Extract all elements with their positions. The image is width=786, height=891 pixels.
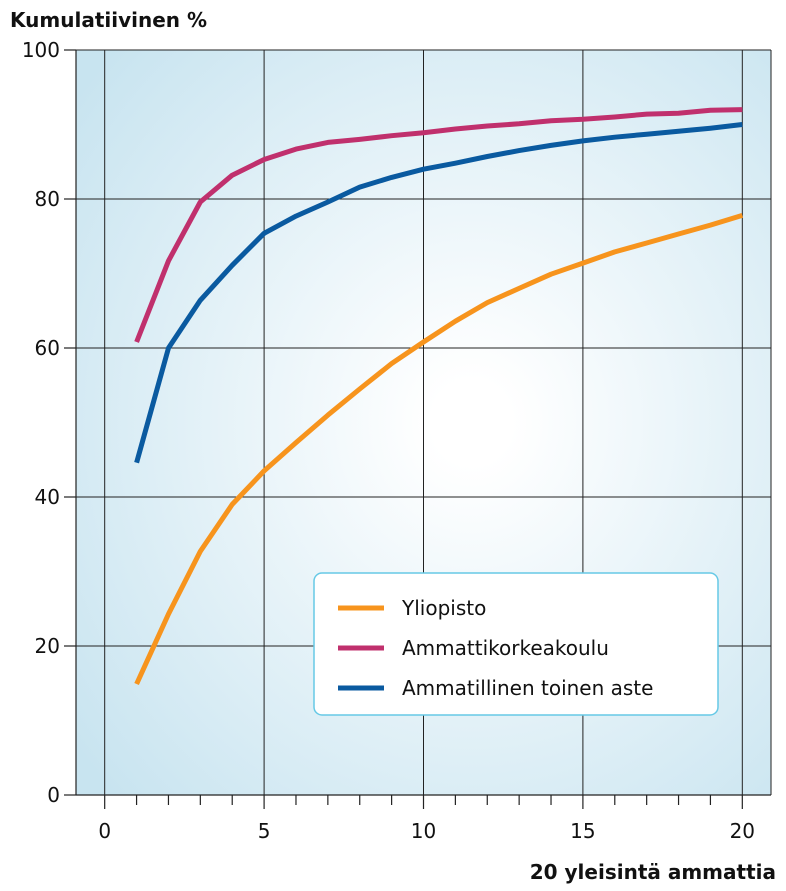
series-line-yliopisto	[134, 213, 744, 686]
y-tick-label-40: 40	[35, 485, 60, 509]
x-tick-label-10: 10	[411, 819, 436, 843]
x-tick-label-20: 20	[730, 819, 755, 843]
y-tick-label-60: 60	[35, 336, 60, 360]
y-tick-label-0: 0	[47, 783, 60, 807]
legend-label-ammatillinen-toinen-aste: Ammatillinen toinen aste	[402, 676, 653, 700]
legend-label-ammattikorkeakoulu: Ammattikorkeakoulu	[402, 636, 609, 660]
x-tick-label-5: 5	[258, 819, 271, 843]
y-tick-label-80: 80	[35, 187, 60, 211]
legend-label-yliopisto: Yliopisto	[401, 596, 486, 620]
y-tick-label-100: 100	[22, 38, 60, 62]
y-tick-label-20: 20	[35, 634, 60, 658]
y-axis-title: Kumulatiivinen %	[10, 8, 208, 32]
series-line-ammattikorkeakoulu	[134, 107, 743, 343]
legend-box	[313, 572, 719, 716]
series-line-ammatillinen-toinen-aste	[134, 122, 743, 464]
series-lines	[134, 107, 744, 686]
legend: Yliopisto Ammattikorkeakoulu Ammatillinen …	[313, 572, 719, 716]
x-tick-label-15: 15	[570, 819, 595, 843]
x-axis-title: 20 yleisintä ammattia	[529, 860, 776, 884]
axes: 0 20 40 60 80 100 0 5 10 15 20	[22, 38, 771, 843]
x-tick-label-0: 0	[98, 819, 111, 843]
